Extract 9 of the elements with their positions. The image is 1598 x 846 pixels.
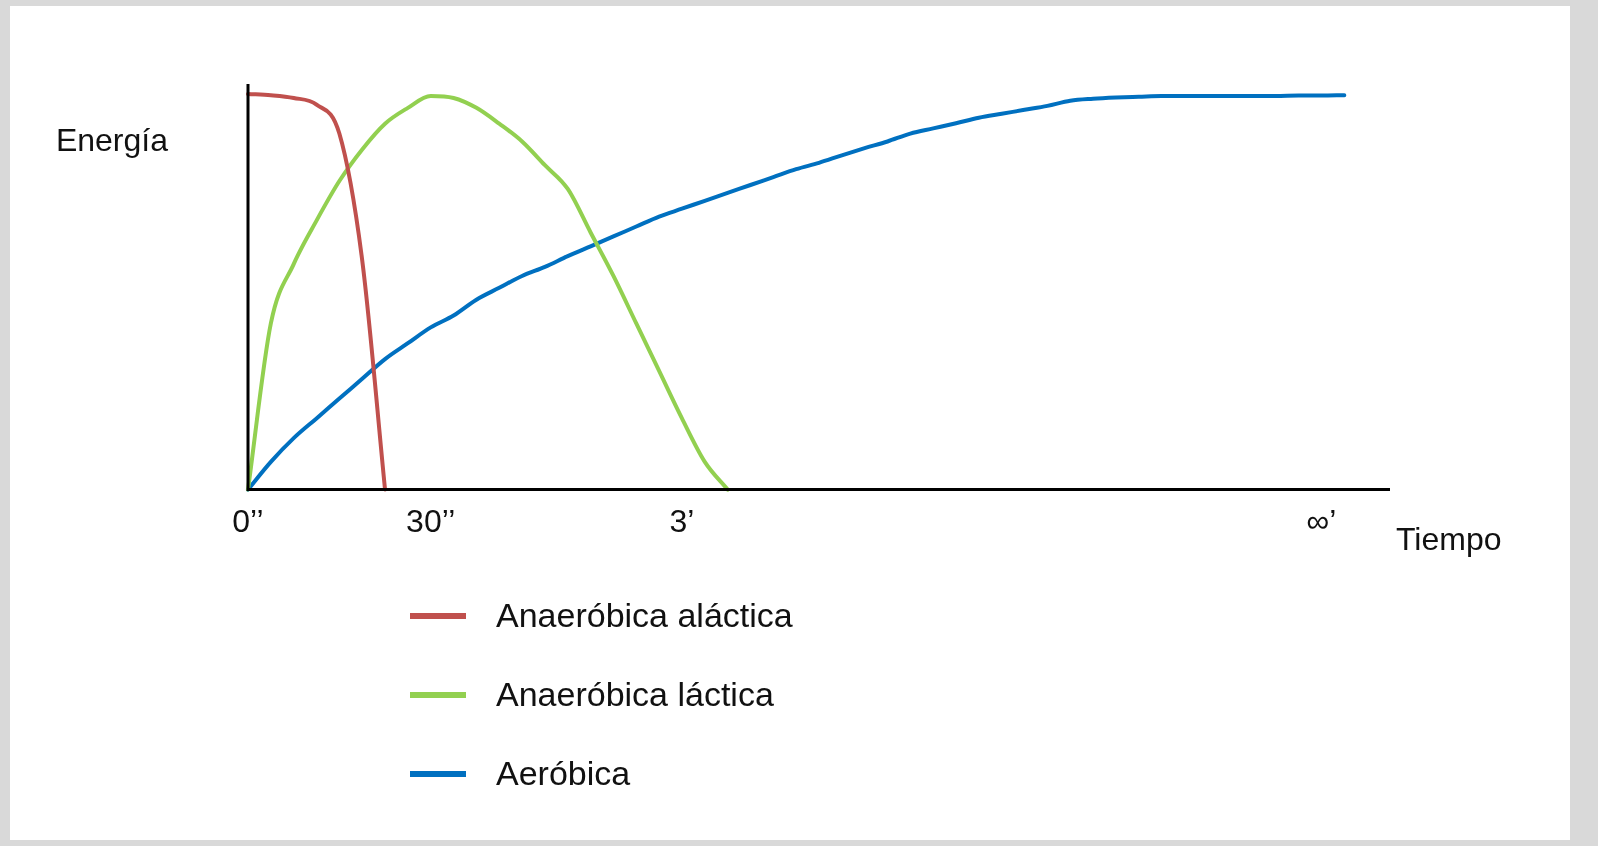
legend-label: Aeróbica <box>496 754 631 793</box>
x-axis-title: Tiempo <box>1396 521 1502 558</box>
legend-label: Anaeróbica láctica <box>496 675 774 714</box>
legend-label: Anaeróbica aláctica <box>496 596 793 635</box>
y-axis-title: Energía <box>55 121 169 158</box>
x-tick-label: ∞’ <box>1306 502 1337 539</box>
x-tick-label: 30’’ <box>406 502 456 539</box>
x-tick-label: 0’’ <box>232 502 264 539</box>
x-tick-label: 3’ <box>669 502 695 539</box>
